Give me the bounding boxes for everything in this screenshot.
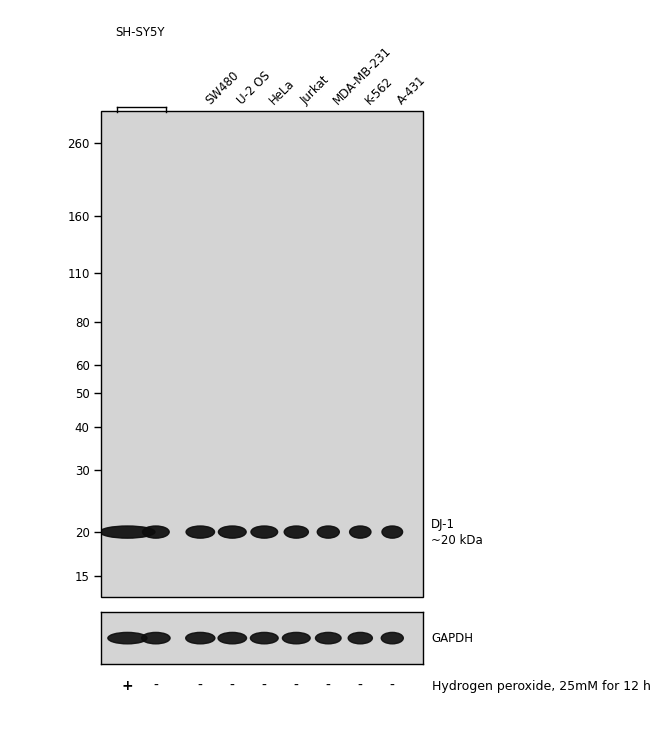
Text: -: - bbox=[153, 680, 159, 693]
Text: -: - bbox=[198, 680, 203, 693]
Ellipse shape bbox=[350, 526, 371, 538]
Ellipse shape bbox=[382, 526, 402, 538]
Text: -: - bbox=[326, 680, 331, 693]
Text: -: - bbox=[262, 680, 266, 693]
Text: SW480: SW480 bbox=[203, 68, 241, 107]
Ellipse shape bbox=[186, 526, 214, 538]
Text: DJ-1: DJ-1 bbox=[431, 518, 455, 531]
Ellipse shape bbox=[142, 632, 170, 644]
Ellipse shape bbox=[317, 526, 339, 538]
Ellipse shape bbox=[251, 526, 278, 538]
Text: HeLa: HeLa bbox=[267, 76, 297, 107]
Text: +: + bbox=[122, 680, 133, 693]
Ellipse shape bbox=[108, 632, 147, 644]
Text: U-2 OS: U-2 OS bbox=[235, 69, 273, 107]
Text: Jurkat: Jurkat bbox=[299, 73, 333, 107]
Text: A-431: A-431 bbox=[395, 73, 428, 107]
Ellipse shape bbox=[250, 632, 278, 644]
Ellipse shape bbox=[315, 632, 341, 644]
Text: GAPDH: GAPDH bbox=[431, 631, 473, 645]
Ellipse shape bbox=[142, 526, 169, 538]
Text: SH-SY5Y: SH-SY5Y bbox=[115, 25, 164, 39]
Text: MDA-MB-231: MDA-MB-231 bbox=[331, 44, 394, 107]
Text: -: - bbox=[294, 680, 299, 693]
Text: -: - bbox=[358, 680, 363, 693]
Ellipse shape bbox=[218, 526, 246, 538]
Ellipse shape bbox=[186, 632, 215, 644]
Ellipse shape bbox=[284, 526, 308, 538]
Ellipse shape bbox=[218, 632, 246, 644]
Ellipse shape bbox=[282, 632, 310, 644]
Text: K-562: K-562 bbox=[363, 74, 395, 107]
Text: -: - bbox=[230, 680, 235, 693]
Ellipse shape bbox=[100, 526, 155, 538]
Ellipse shape bbox=[348, 632, 372, 644]
Text: -: - bbox=[390, 680, 395, 693]
Ellipse shape bbox=[382, 632, 403, 644]
Text: ~20 kDa: ~20 kDa bbox=[431, 534, 483, 548]
Text: Hydrogen peroxide, 25mM for 12 hr: Hydrogen peroxide, 25mM for 12 hr bbox=[432, 680, 650, 693]
